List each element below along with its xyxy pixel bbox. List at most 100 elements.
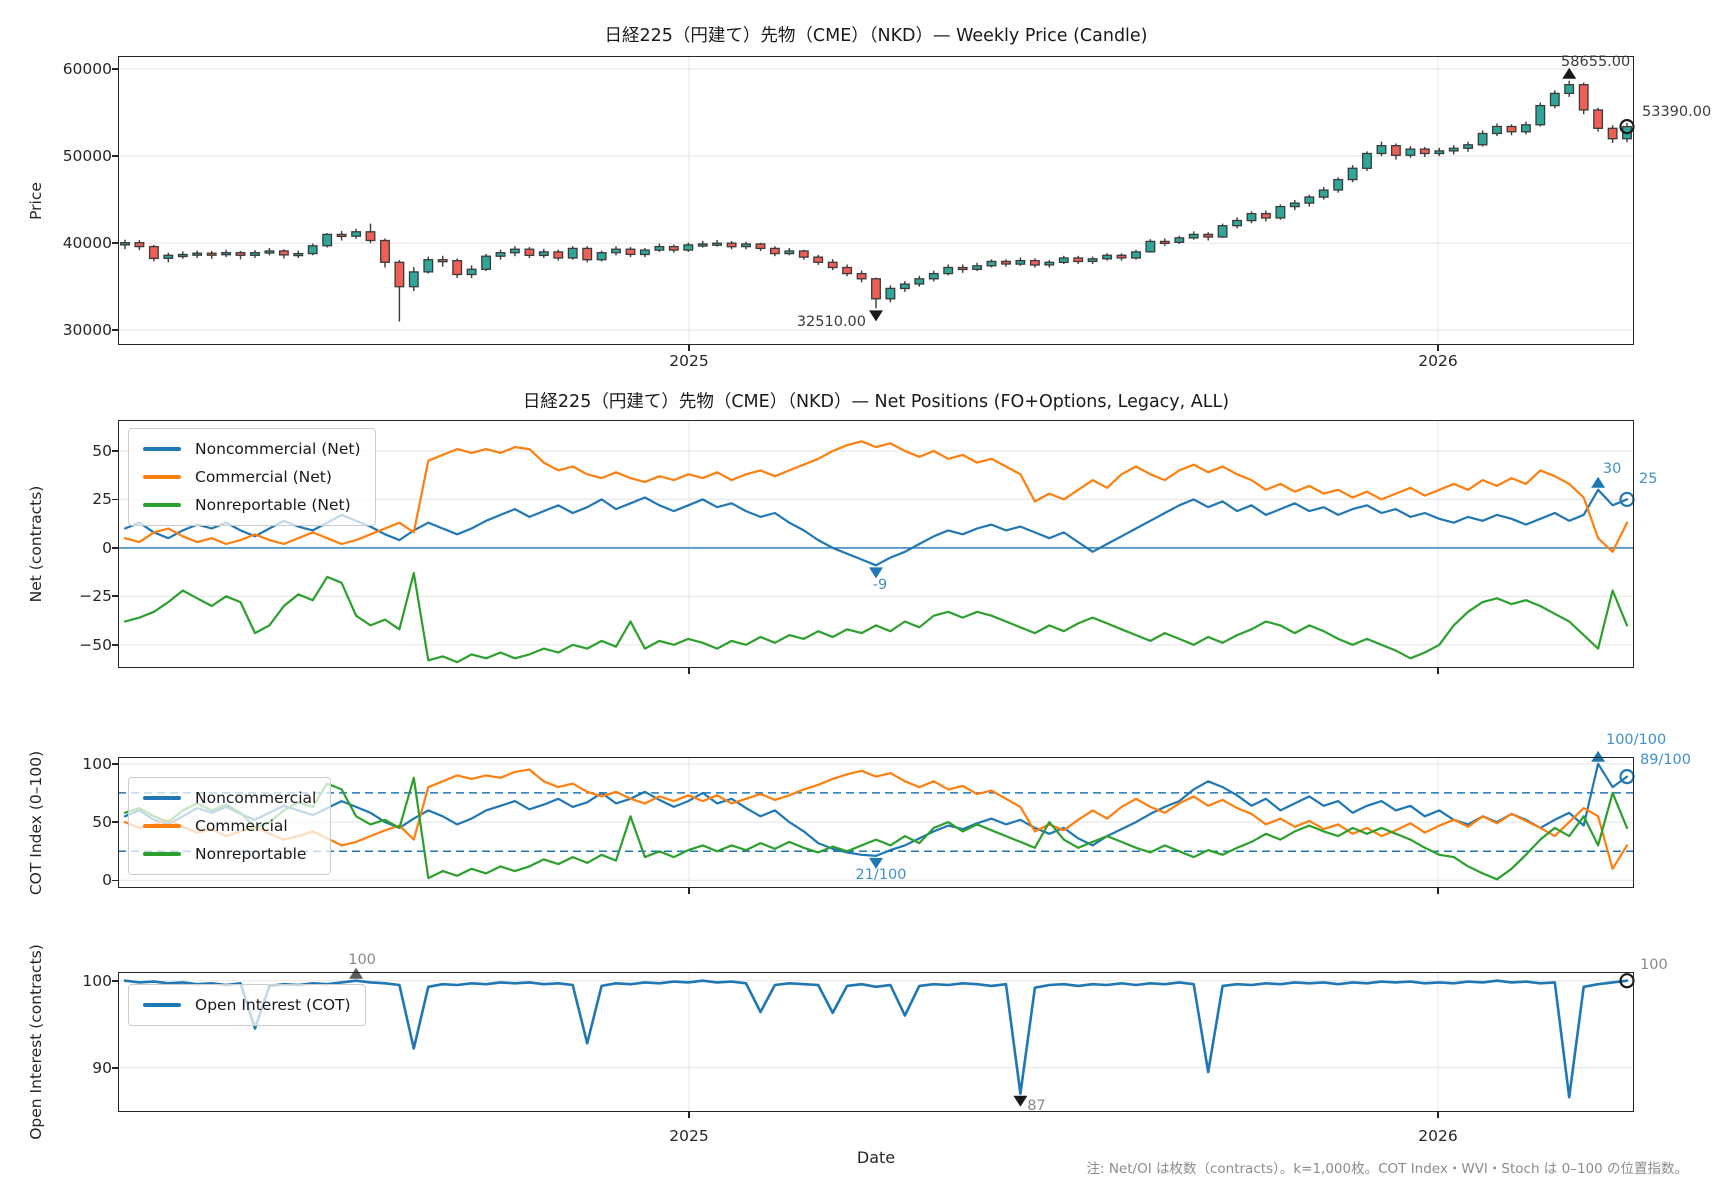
net-panel-title: 日経225（円建て）先物（CME）（NKD）— Net Positions (F… (522, 392, 1230, 412)
triangle-up-marker (1591, 750, 1606, 762)
candle-down (856, 272, 867, 280)
open-interest-legend: Open Interest (COT) (128, 984, 366, 1026)
panel-plot-0 (118, 56, 1635, 345)
candle-up (1044, 261, 1055, 266)
candle-up (322, 233, 333, 247)
x-tick-mark (688, 668, 690, 674)
annotation-label: 58655.00 (1561, 53, 1631, 70)
candle-up (466, 268, 477, 276)
series-line (123, 572, 1629, 664)
annotation-label: 89/100 (1640, 751, 1692, 768)
y-tick-mark (112, 979, 118, 982)
y-tick-mark (112, 329, 118, 332)
legend-label: Commercial (Net) (195, 468, 332, 486)
open-interest-line-swatch (143, 1003, 181, 1007)
candle-up (1087, 258, 1098, 263)
y-tick-label: 50 (92, 442, 112, 460)
candle-up (538, 251, 549, 257)
legend-label: Noncommercial (195, 789, 317, 807)
candle-up (1289, 202, 1300, 208)
y-tick-mark (112, 762, 118, 765)
x-tick-label: 2026 (1418, 352, 1458, 370)
candle-up (1549, 92, 1560, 107)
noncommercial-line-swatch (143, 447, 181, 451)
candle-down (726, 242, 737, 248)
candle-up (914, 278, 925, 285)
legend-item-noncommercial-net: Noncommercial (Net) (143, 435, 361, 463)
candle-down (380, 239, 390, 263)
candle-up (1492, 125, 1502, 135)
candle-down (769, 247, 780, 255)
annotation-label: 30 (1602, 460, 1622, 477)
annotation-label: -9 (872, 577, 888, 594)
candle-down (134, 242, 145, 248)
commercial-line-swatch (143, 475, 181, 479)
legend-item-nonreportable-net: Nonreportable (Net) (143, 491, 361, 519)
x-tick-mark (1437, 345, 1439, 351)
candle-up (683, 244, 694, 251)
candle-up (495, 252, 506, 257)
candle-up (1347, 167, 1358, 181)
candle-up (221, 252, 232, 256)
candle-up (192, 252, 203, 256)
triangle-down-marker (869, 310, 883, 322)
series-line (123, 440, 1629, 553)
candle-down (553, 251, 564, 259)
candle-down (1203, 233, 1214, 238)
candle-down (755, 243, 766, 250)
y-tick-mark (112, 68, 118, 70)
triangle-up-marker (1591, 476, 1606, 488)
candle-up (885, 287, 896, 300)
candle-up (741, 243, 751, 248)
candle-up (611, 248, 621, 254)
price-panel-title: 日経225（円建て）先物（CME）（NKD）— Weekly Price (Ca… (604, 26, 1148, 46)
candle-up (596, 252, 607, 261)
y-tick-label: 50 (92, 813, 112, 832)
triangle-down-marker (869, 857, 883, 869)
candle-up (1333, 178, 1344, 191)
y-axis-label-0: Price (27, 181, 45, 220)
candle-up (639, 249, 650, 256)
candle-up (943, 266, 954, 275)
candle-up (1362, 152, 1372, 169)
candle-down (336, 233, 347, 238)
candle-up (1405, 148, 1416, 156)
y-tick-label: −50 (79, 635, 112, 654)
triangle-down-marker (1013, 1095, 1028, 1107)
candle-up (307, 245, 318, 255)
candle-up (120, 242, 130, 246)
candle-down (437, 259, 448, 263)
y-tick-mark (112, 242, 118, 245)
y-tick-label: 0 (102, 538, 112, 557)
y-tick-label: 40000 (62, 234, 112, 253)
candle-down (1390, 145, 1401, 156)
legend-label: Nonreportable (195, 845, 307, 863)
candle-up (1058, 257, 1069, 264)
x-axis-label: Date (856, 1148, 896, 1167)
legend-label: Commercial (195, 817, 288, 835)
candle-down (1260, 212, 1271, 219)
triangle-down-marker (869, 567, 883, 579)
legend-item-open-interest: Open Interest (COT) (143, 991, 351, 1019)
legend-label: Noncommercial (Net) (195, 440, 361, 458)
candle-up (712, 242, 723, 246)
y-tick-mark (112, 155, 118, 157)
panel-plot-2 (118, 750, 1635, 888)
candle-up (1434, 150, 1445, 155)
candle-down (582, 247, 593, 261)
candle-up (264, 250, 275, 254)
net-positions-legend: Noncommercial (Net) Commercial (Net) Non… (128, 428, 376, 526)
y-tick-label: 100 (82, 971, 112, 990)
candle-down (1419, 148, 1430, 155)
candle-up (697, 243, 708, 247)
x-tick-mark (1437, 668, 1439, 674)
x-tick-mark (688, 888, 690, 894)
legend-label: Nonreportable (Net) (195, 496, 351, 514)
y-axis-label-3: Open Interest (contracts) (27, 944, 45, 1140)
candle-up (177, 253, 188, 258)
panel-plot-3 (118, 967, 1635, 1112)
candle-up (163, 254, 174, 259)
candle-up (1520, 124, 1531, 133)
annotation-label: 87 (1027, 1097, 1046, 1114)
y-tick-mark (112, 1066, 118, 1069)
